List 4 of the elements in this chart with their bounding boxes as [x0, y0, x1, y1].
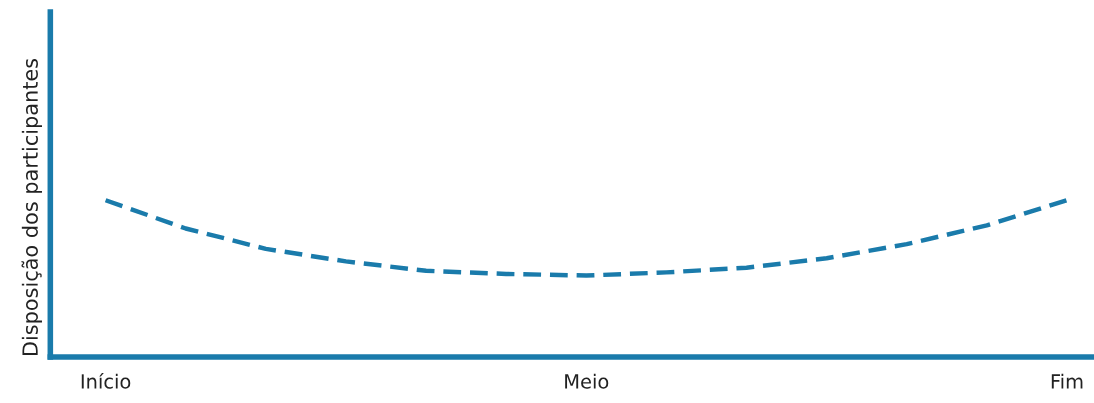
x-tick-label: Meio [565, 373, 609, 389]
x-tick-label: Fim [1051, 373, 1083, 389]
y-axis-title: Disposição dos participantes [21, 58, 42, 356]
x-tick-label: Início [81, 372, 131, 389]
